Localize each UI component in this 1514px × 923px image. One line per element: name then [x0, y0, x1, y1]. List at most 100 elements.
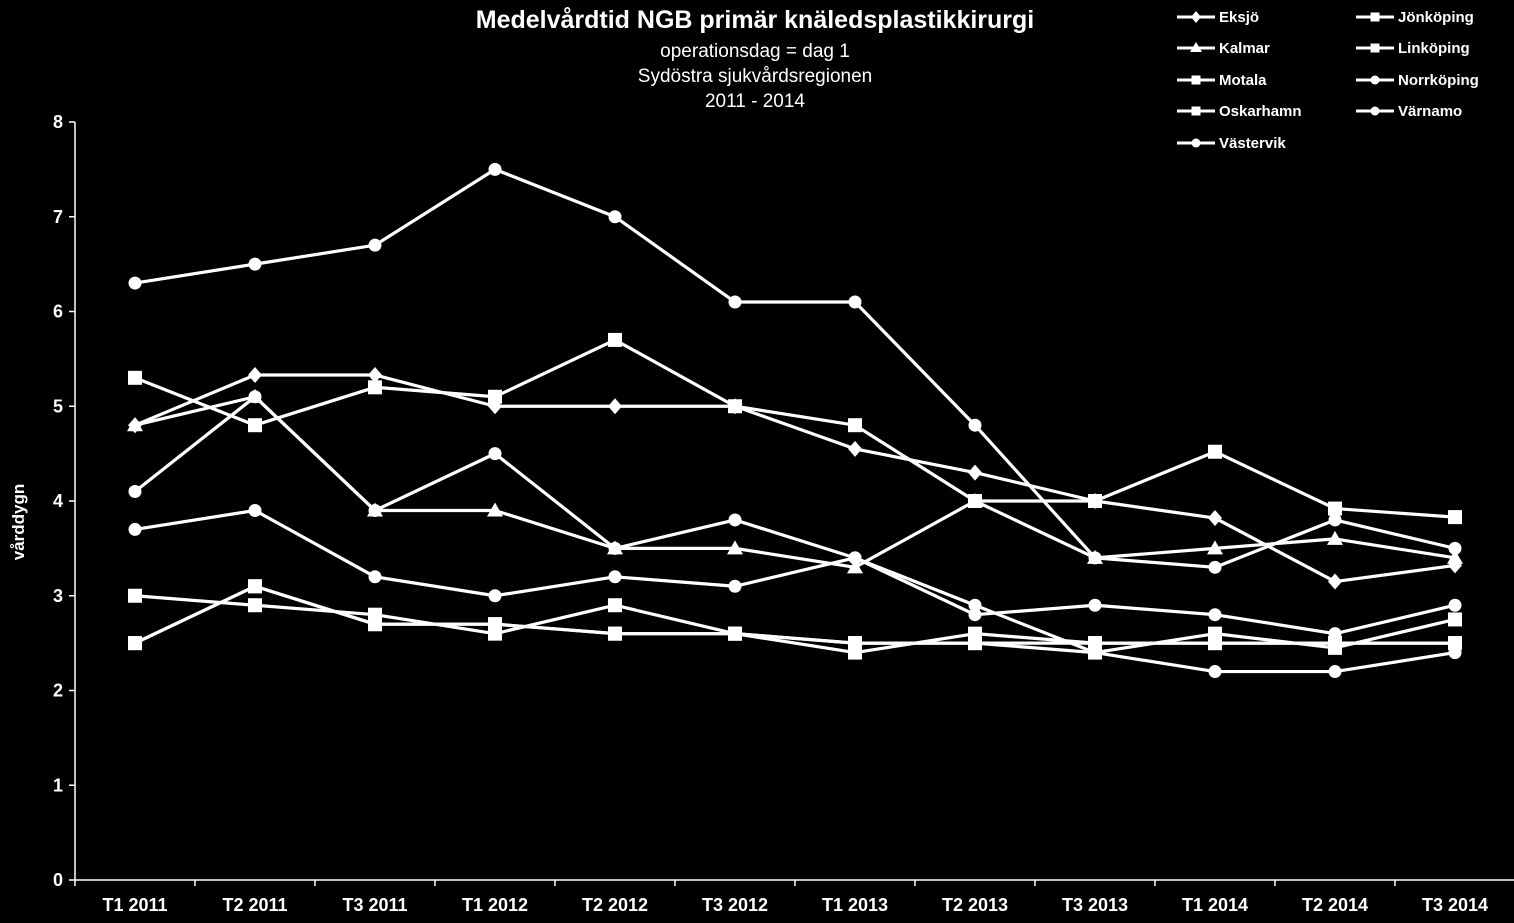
data-point: [848, 418, 862, 433]
data-point: [728, 399, 742, 414]
data-point: [608, 598, 622, 613]
data-point: [1448, 636, 1462, 651]
data-point: [248, 503, 262, 517]
data-point: [728, 295, 742, 309]
y-tick-label: 4: [53, 491, 63, 511]
series-Linköping: [128, 579, 1462, 660]
data-point: [1088, 551, 1102, 565]
data-point: [968, 636, 982, 651]
series-Motala: [128, 588, 1462, 660]
x-tick-label: T3 2012: [702, 895, 768, 915]
data-point: [968, 608, 982, 622]
data-point: [488, 389, 502, 404]
axes: 0 1 2 3 4 5 6 7 8 T1 2011 T2 2011 T3 2011 T1 2012 T2 …: [53, 112, 1514, 915]
data-point: [968, 464, 982, 481]
data-point: [1448, 541, 1462, 555]
legend-marker: [1191, 138, 1201, 148]
data-point: [1328, 573, 1342, 590]
data-point: [248, 390, 262, 404]
series-Eksjö: [128, 366, 1462, 590]
legend-label: Linköping: [1398, 40, 1470, 57]
legend-label: Västervik: [1219, 135, 1286, 152]
legend-entry: Kalmar: [1177, 40, 1270, 57]
data-point: [727, 540, 743, 555]
chart-subtitle-3: 2011 - 2014: [704, 91, 805, 112]
data-point: [968, 418, 982, 432]
data-point: [488, 162, 502, 176]
legend-marker: [1190, 42, 1202, 52]
legend-label: Motala: [1219, 72, 1267, 89]
data-point: [488, 617, 502, 632]
legend-entry: Värnamo: [1356, 103, 1462, 120]
data-point: [1448, 612, 1462, 627]
data-point: [1088, 598, 1102, 612]
data-point: [1448, 510, 1462, 525]
data-point: [1207, 540, 1223, 555]
data-point: [967, 493, 983, 507]
series-line: [134, 584, 1455, 645]
data-point: [248, 366, 262, 383]
data-point: [1088, 494, 1102, 508]
x-tick-label: T3 2011: [342, 895, 407, 915]
series-Värnamo: [128, 503, 1462, 679]
data-point: [1208, 444, 1222, 459]
legend-entry: Eksjö: [1177, 9, 1259, 26]
series-line: [134, 395, 1456, 636]
data-point: [1208, 636, 1222, 651]
legend-marker: [1370, 43, 1380, 53]
legend-entry: Jönköping: [1356, 9, 1474, 26]
data-point: [608, 541, 622, 555]
data-point: [368, 570, 382, 584]
data-point: [1088, 636, 1102, 651]
data-point: [1208, 608, 1222, 622]
chart-subtitle-2: Sydöstra sjukvårdsregionen: [637, 66, 873, 87]
data-point: [1328, 513, 1342, 527]
data-point: [728, 513, 742, 527]
data-point: [1208, 510, 1222, 527]
series-Västervik: [128, 162, 1462, 574]
legend-entry: Linköping: [1356, 40, 1470, 57]
data-point: [847, 559, 863, 574]
x-tick-label: T2 2014: [1302, 895, 1368, 915]
legend-entry: Västervik: [1177, 135, 1286, 152]
data-point: [128, 522, 142, 536]
x-tick-label: T2 2013: [942, 895, 1008, 915]
data-point: [728, 626, 742, 641]
data-point: [968, 598, 982, 612]
data-point: [488, 589, 502, 603]
legend-entry: Oskarhamn: [1177, 103, 1302, 120]
legend-label: Oskarhamn: [1219, 103, 1302, 120]
legend-marker: [1370, 106, 1380, 116]
y-axis-label: vårddygn: [9, 484, 28, 561]
data-point: [1327, 530, 1343, 545]
legend-entry: Norrköping: [1356, 72, 1479, 89]
series-line: [134, 373, 1456, 584]
data-point: [1328, 501, 1342, 516]
data-point: [608, 210, 622, 224]
x-tick-label: T3 2014: [1422, 895, 1488, 915]
y-tick-label: 6: [53, 302, 63, 322]
data-point: [1448, 598, 1462, 612]
x-tick-label: T2 2012: [582, 895, 648, 915]
data-point: [1208, 665, 1222, 679]
y-tick-label: 2: [53, 681, 63, 701]
data-point: [128, 485, 142, 499]
legend-entry: Motala: [1177, 72, 1267, 89]
legend: Eksjö Jönköping Kalmar Linköping Motala Norrk…: [1177, 9, 1479, 152]
data-point: [128, 370, 142, 385]
legend-marker: [1370, 12, 1380, 22]
data-point: [1447, 549, 1463, 564]
y-tick-label: 7: [53, 207, 63, 227]
chart-title: Medelvårdtid NGB primär knäledsplastikki…: [475, 6, 1035, 34]
x-tick-label: T2 2011: [222, 895, 287, 915]
legend-label: Kalmar: [1219, 40, 1270, 57]
data-point: [728, 579, 742, 593]
data-point: [848, 551, 862, 565]
y-tick-label: 5: [53, 396, 63, 416]
data-point: [608, 626, 622, 641]
y-tick-label: 8: [53, 112, 63, 132]
data-point: [487, 502, 503, 517]
data-point: [127, 417, 143, 432]
